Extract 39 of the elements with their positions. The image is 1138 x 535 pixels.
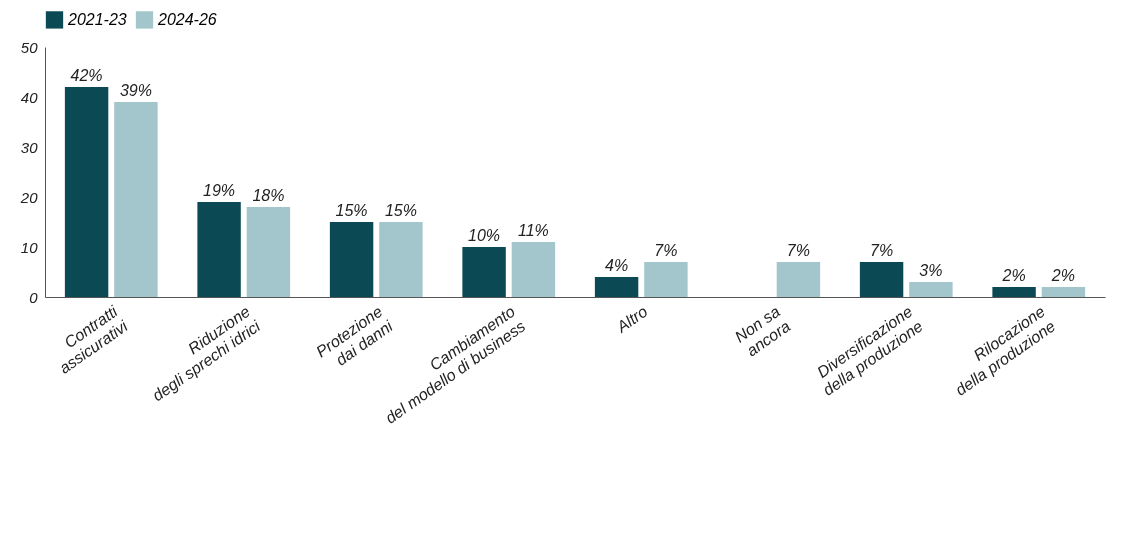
data-label: 10% <box>468 227 501 244</box>
y-tick-label: 30 <box>20 138 39 156</box>
legend-label: 2024-26 <box>157 10 217 28</box>
data-label: 19% <box>203 182 236 199</box>
y-tick-label: 50 <box>20 38 39 56</box>
y-tick-label: 40 <box>20 88 39 106</box>
bar <box>197 202 241 297</box>
data-label: 3% <box>919 262 943 279</box>
bar <box>909 282 953 297</box>
bar <box>329 222 374 297</box>
data-label: 15% <box>384 202 417 219</box>
data-label: 7% <box>654 242 678 259</box>
bar <box>246 207 291 297</box>
bar <box>859 262 904 297</box>
bar <box>64 87 109 297</box>
data-label: 11% <box>518 222 549 239</box>
data-label: 2% <box>1001 267 1026 284</box>
data-label: 7% <box>786 242 810 259</box>
bar <box>114 102 158 297</box>
bar <box>644 262 688 297</box>
data-label: 15% <box>335 202 368 219</box>
y-tick-label: 0 <box>29 288 39 306</box>
bar <box>511 242 556 297</box>
bar <box>992 287 1036 297</box>
bar <box>379 222 423 297</box>
data-label: 7% <box>870 242 894 259</box>
y-tick-label: 20 <box>19 188 39 206</box>
legend-label: 2021-23 <box>67 10 127 28</box>
bar <box>594 277 639 297</box>
bar <box>462 247 506 297</box>
data-label: 42% <box>70 67 103 84</box>
bar <box>776 262 821 297</box>
data-label: 2% <box>1050 267 1075 284</box>
y-tick-label: 10 <box>20 238 39 256</box>
data-label: 39% <box>119 82 152 99</box>
data-label: 4% <box>605 257 629 274</box>
x-tick-label: Altro <box>612 302 651 337</box>
bar <box>1041 287 1086 297</box>
data-label: 18% <box>252 187 285 204</box>
